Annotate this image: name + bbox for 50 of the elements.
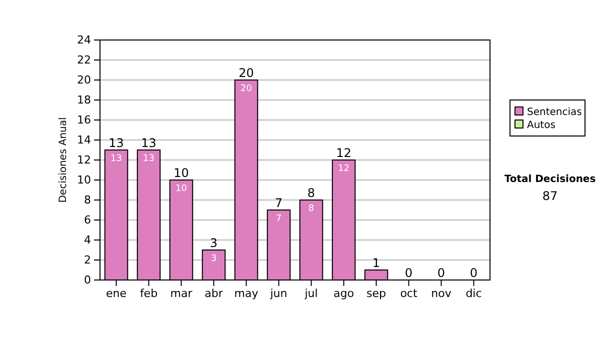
y-tick-label: 8 bbox=[84, 194, 91, 207]
total-label: 1 bbox=[372, 256, 380, 270]
data-label: 12 bbox=[338, 164, 350, 174]
text: 87 bbox=[542, 189, 558, 203]
y-tick-label: 12 bbox=[77, 154, 91, 167]
total-label: 12 bbox=[336, 146, 352, 160]
x-tick-label: ago bbox=[334, 286, 354, 300]
data-label: 13 bbox=[143, 154, 154, 164]
y-tick-label: 0 bbox=[84, 274, 91, 287]
y-axis-title: Decisiones Anual bbox=[58, 117, 69, 203]
x-tick-label: mar bbox=[170, 286, 193, 300]
x-tick-label: oct bbox=[400, 286, 418, 300]
data-label: 20 bbox=[240, 84, 252, 94]
y-tick-label: 24 bbox=[77, 34, 91, 47]
x-tick-label: feb bbox=[140, 286, 158, 300]
y-tick-label: 20 bbox=[77, 74, 91, 87]
y-tick-label: 22 bbox=[77, 54, 91, 67]
x-tick-label: dic bbox=[466, 286, 482, 300]
y-tick-label: 4 bbox=[84, 234, 91, 247]
y-tick-label: 16 bbox=[77, 114, 91, 127]
total-label: 13 bbox=[141, 136, 156, 150]
data-label: 8 bbox=[308, 204, 314, 214]
x-tick-label: may bbox=[234, 286, 259, 300]
data-label: 7 bbox=[276, 214, 282, 224]
y-tick-label: 18 bbox=[77, 94, 91, 107]
y-tick-label: 14 bbox=[77, 134, 91, 147]
data-label: 3 bbox=[210, 254, 217, 264]
total-label: 20 bbox=[238, 66, 254, 80]
legend-label: Autos bbox=[527, 120, 556, 131]
data-label: 10 bbox=[176, 184, 188, 194]
x-tick-label: sep bbox=[366, 286, 386, 300]
total-label: 10 bbox=[174, 166, 189, 180]
x-tick-label: ene bbox=[106, 286, 127, 300]
total-label: 0 bbox=[470, 266, 478, 280]
x-tick-label: jul bbox=[304, 286, 318, 300]
total-label: 0 bbox=[404, 266, 413, 280]
total-label: 7 bbox=[274, 196, 283, 210]
x-tick-label: nov bbox=[431, 286, 452, 300]
total-label: 0 bbox=[437, 266, 446, 280]
x-tick-label: jun bbox=[269, 286, 288, 300]
data-label: 13 bbox=[110, 154, 122, 164]
y-tick-label: 2 bbox=[84, 254, 91, 267]
total-label: 13 bbox=[108, 136, 124, 150]
y-tick-label: 10 bbox=[77, 174, 91, 187]
total-label: 8 bbox=[307, 186, 316, 200]
x-tick-label: abr bbox=[204, 286, 224, 300]
legend-label: Sentencias bbox=[527, 107, 582, 118]
total-label: 3 bbox=[210, 236, 218, 250]
text: Total Decisiones bbox=[504, 174, 596, 185]
y-tick-label: 6 bbox=[84, 214, 91, 227]
